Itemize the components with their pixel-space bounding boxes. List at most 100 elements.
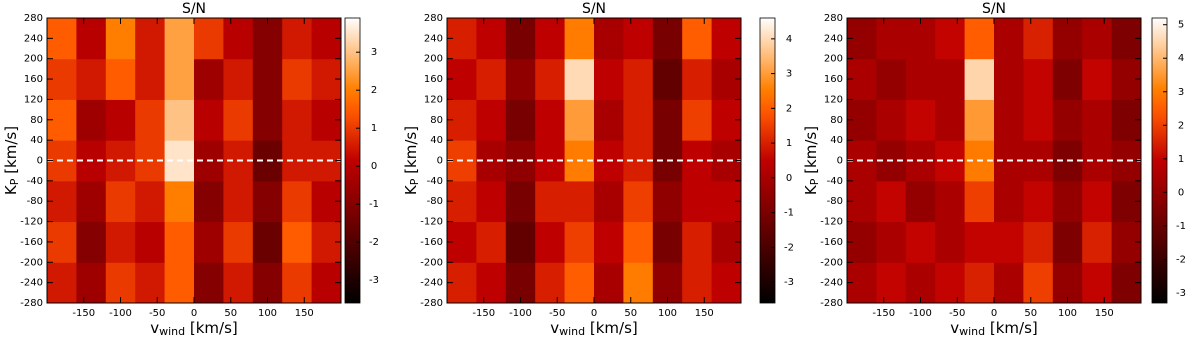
cell — [505, 180, 536, 223]
panel: -150 -100 -50 0 50 100 150-280-240-200-160-120… — [2, 1, 379, 337]
x-tick-label: 100 — [1058, 308, 1077, 319]
cell — [105, 221, 136, 263]
cell — [76, 262, 107, 303]
colorbar-tick-label: -2 — [1176, 254, 1186, 265]
cell — [623, 180, 654, 223]
cell — [105, 99, 136, 141]
x-tick-label: -100 — [109, 308, 132, 319]
cell — [594, 99, 624, 141]
chart-title: S/N — [982, 1, 1006, 17]
x-tick-label: 50 — [224, 308, 237, 319]
y-tick-label: 240 — [424, 33, 443, 44]
y-tick-label: 120 — [424, 94, 443, 105]
y-tick-label: -240 — [420, 278, 443, 289]
x-axis-label-part: v — [950, 319, 959, 337]
cell — [223, 99, 254, 141]
cell — [876, 262, 907, 303]
cell — [594, 262, 624, 303]
chart-title: S/N — [582, 1, 606, 17]
y-axis-label: KP [km/s] — [402, 126, 422, 195]
cell — [935, 99, 966, 141]
cell — [282, 180, 313, 223]
cell — [935, 262, 966, 303]
colorbar-tick-label: -3 — [784, 277, 794, 288]
y-tick-label: -120 — [820, 217, 843, 228]
cell — [594, 221, 624, 263]
cell — [164, 58, 195, 100]
cell — [876, 180, 907, 223]
x-tick-label: -50 — [949, 308, 965, 319]
cell — [476, 221, 507, 263]
colorbar — [1151, 17, 1168, 304]
cell — [252, 221, 283, 263]
y-tick-label: 40 — [30, 135, 43, 146]
cell — [1052, 18, 1083, 60]
cell — [105, 58, 136, 100]
cell — [1082, 58, 1113, 100]
heatmap — [847, 18, 1141, 303]
cell — [164, 180, 195, 223]
cell — [994, 18, 1024, 60]
cell — [623, 58, 654, 100]
colorbar-tick-label: 0 — [786, 173, 792, 184]
cell — [105, 180, 136, 223]
x-axis-label-part: wind — [959, 325, 985, 337]
cell — [964, 18, 995, 60]
cell — [223, 262, 254, 303]
cell — [935, 180, 966, 223]
colorbar — [759, 17, 776, 304]
x-axis-label-part: [km/s] — [185, 319, 238, 337]
cell — [194, 58, 224, 100]
cell — [682, 18, 713, 60]
cell — [652, 180, 683, 223]
cell — [223, 58, 254, 100]
y-tick-label: 200 — [24, 54, 43, 65]
x-tick-label: -100 — [509, 308, 532, 319]
cell — [476, 18, 507, 60]
x-axis-label: vwind [km/s] — [950, 319, 1038, 337]
cell — [164, 262, 195, 303]
cell — [652, 262, 683, 303]
y-axis-label-part: [km/s] — [802, 126, 820, 179]
cell — [476, 180, 507, 223]
cell — [505, 262, 536, 303]
x-tick-label: -150 — [72, 308, 95, 319]
y-tick-label: 0 — [837, 156, 843, 167]
cell — [76, 18, 107, 60]
x-axis-label-part: wind — [559, 325, 585, 337]
x-tick-label: 100 — [658, 308, 677, 319]
cell — [505, 58, 536, 100]
y-tick-label: 240 — [824, 33, 843, 44]
y-tick-label: -200 — [20, 257, 43, 268]
x-axis-label-part: [km/s] — [985, 319, 1038, 337]
cell — [1082, 262, 1113, 303]
y-tick-label: 160 — [824, 74, 843, 85]
cell — [994, 99, 1024, 141]
cell — [505, 99, 536, 141]
y-tick-label: -40 — [27, 176, 43, 187]
colorbar-tick-label: 4 — [1178, 53, 1184, 64]
x-axis-label: vwind [km/s] — [550, 319, 638, 337]
cell — [905, 99, 936, 141]
cell — [505, 18, 536, 60]
cell — [682, 262, 713, 303]
cell — [1082, 18, 1113, 60]
cell — [76, 221, 107, 263]
x-tick-label: -150 — [872, 308, 895, 319]
y-tick-label: -120 — [20, 217, 43, 228]
cell — [535, 221, 566, 263]
cell — [135, 99, 166, 141]
cell — [535, 262, 566, 303]
cell — [682, 58, 713, 100]
y-tick-label: -80 — [827, 196, 843, 207]
y-tick-label: -40 — [827, 176, 843, 187]
cell — [76, 180, 107, 223]
cell — [623, 99, 654, 141]
cell — [535, 58, 566, 100]
x-axis-label-part: wind — [159, 325, 185, 337]
cell — [876, 99, 907, 141]
cell — [652, 99, 683, 141]
x-axis-label-part: v — [550, 319, 559, 337]
cell — [652, 58, 683, 100]
cell — [594, 18, 624, 60]
